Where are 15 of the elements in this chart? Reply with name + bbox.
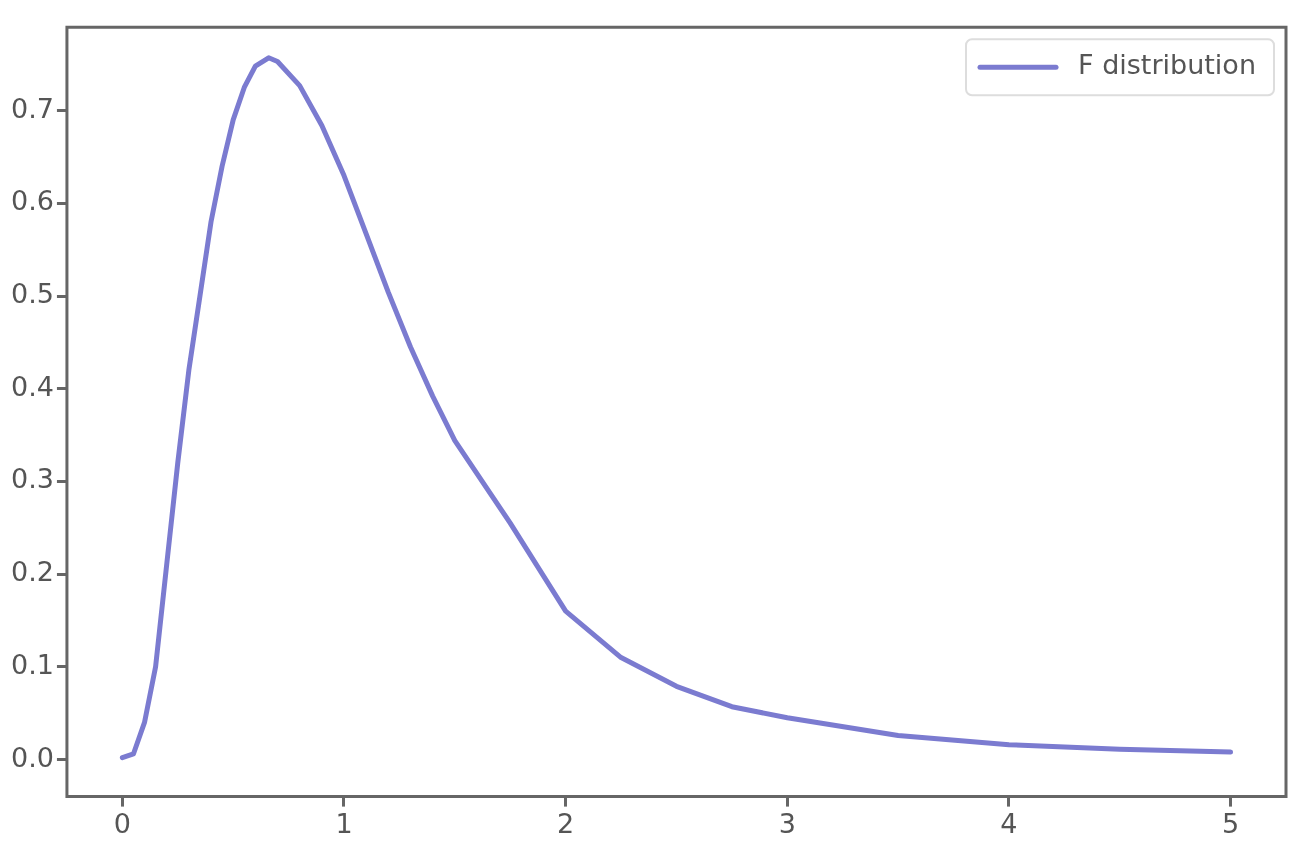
x-tick-label: 4	[1000, 807, 1018, 839]
x-tick-label: 0	[113, 807, 131, 839]
x-tick-label: 3	[778, 807, 796, 839]
legend-label: F distribution	[1078, 49, 1257, 81]
y-tick-label: 0.1	[10, 648, 54, 680]
x-tick-label: 5	[1221, 807, 1240, 839]
x-tick-label: 2	[557, 807, 575, 839]
y-tick-label: 0.6	[10, 185, 54, 217]
x-tick-label: 1	[335, 807, 353, 839]
y-tick-label: 0.0	[10, 741, 54, 773]
y-tick-label: 0.2	[10, 556, 54, 588]
y-tick-label: 0.4	[10, 370, 54, 402]
y-tick-label: 0.5	[10, 278, 54, 310]
y-tick-label: 0.7	[10, 92, 54, 124]
y-tick-label: 0.3	[10, 463, 54, 495]
